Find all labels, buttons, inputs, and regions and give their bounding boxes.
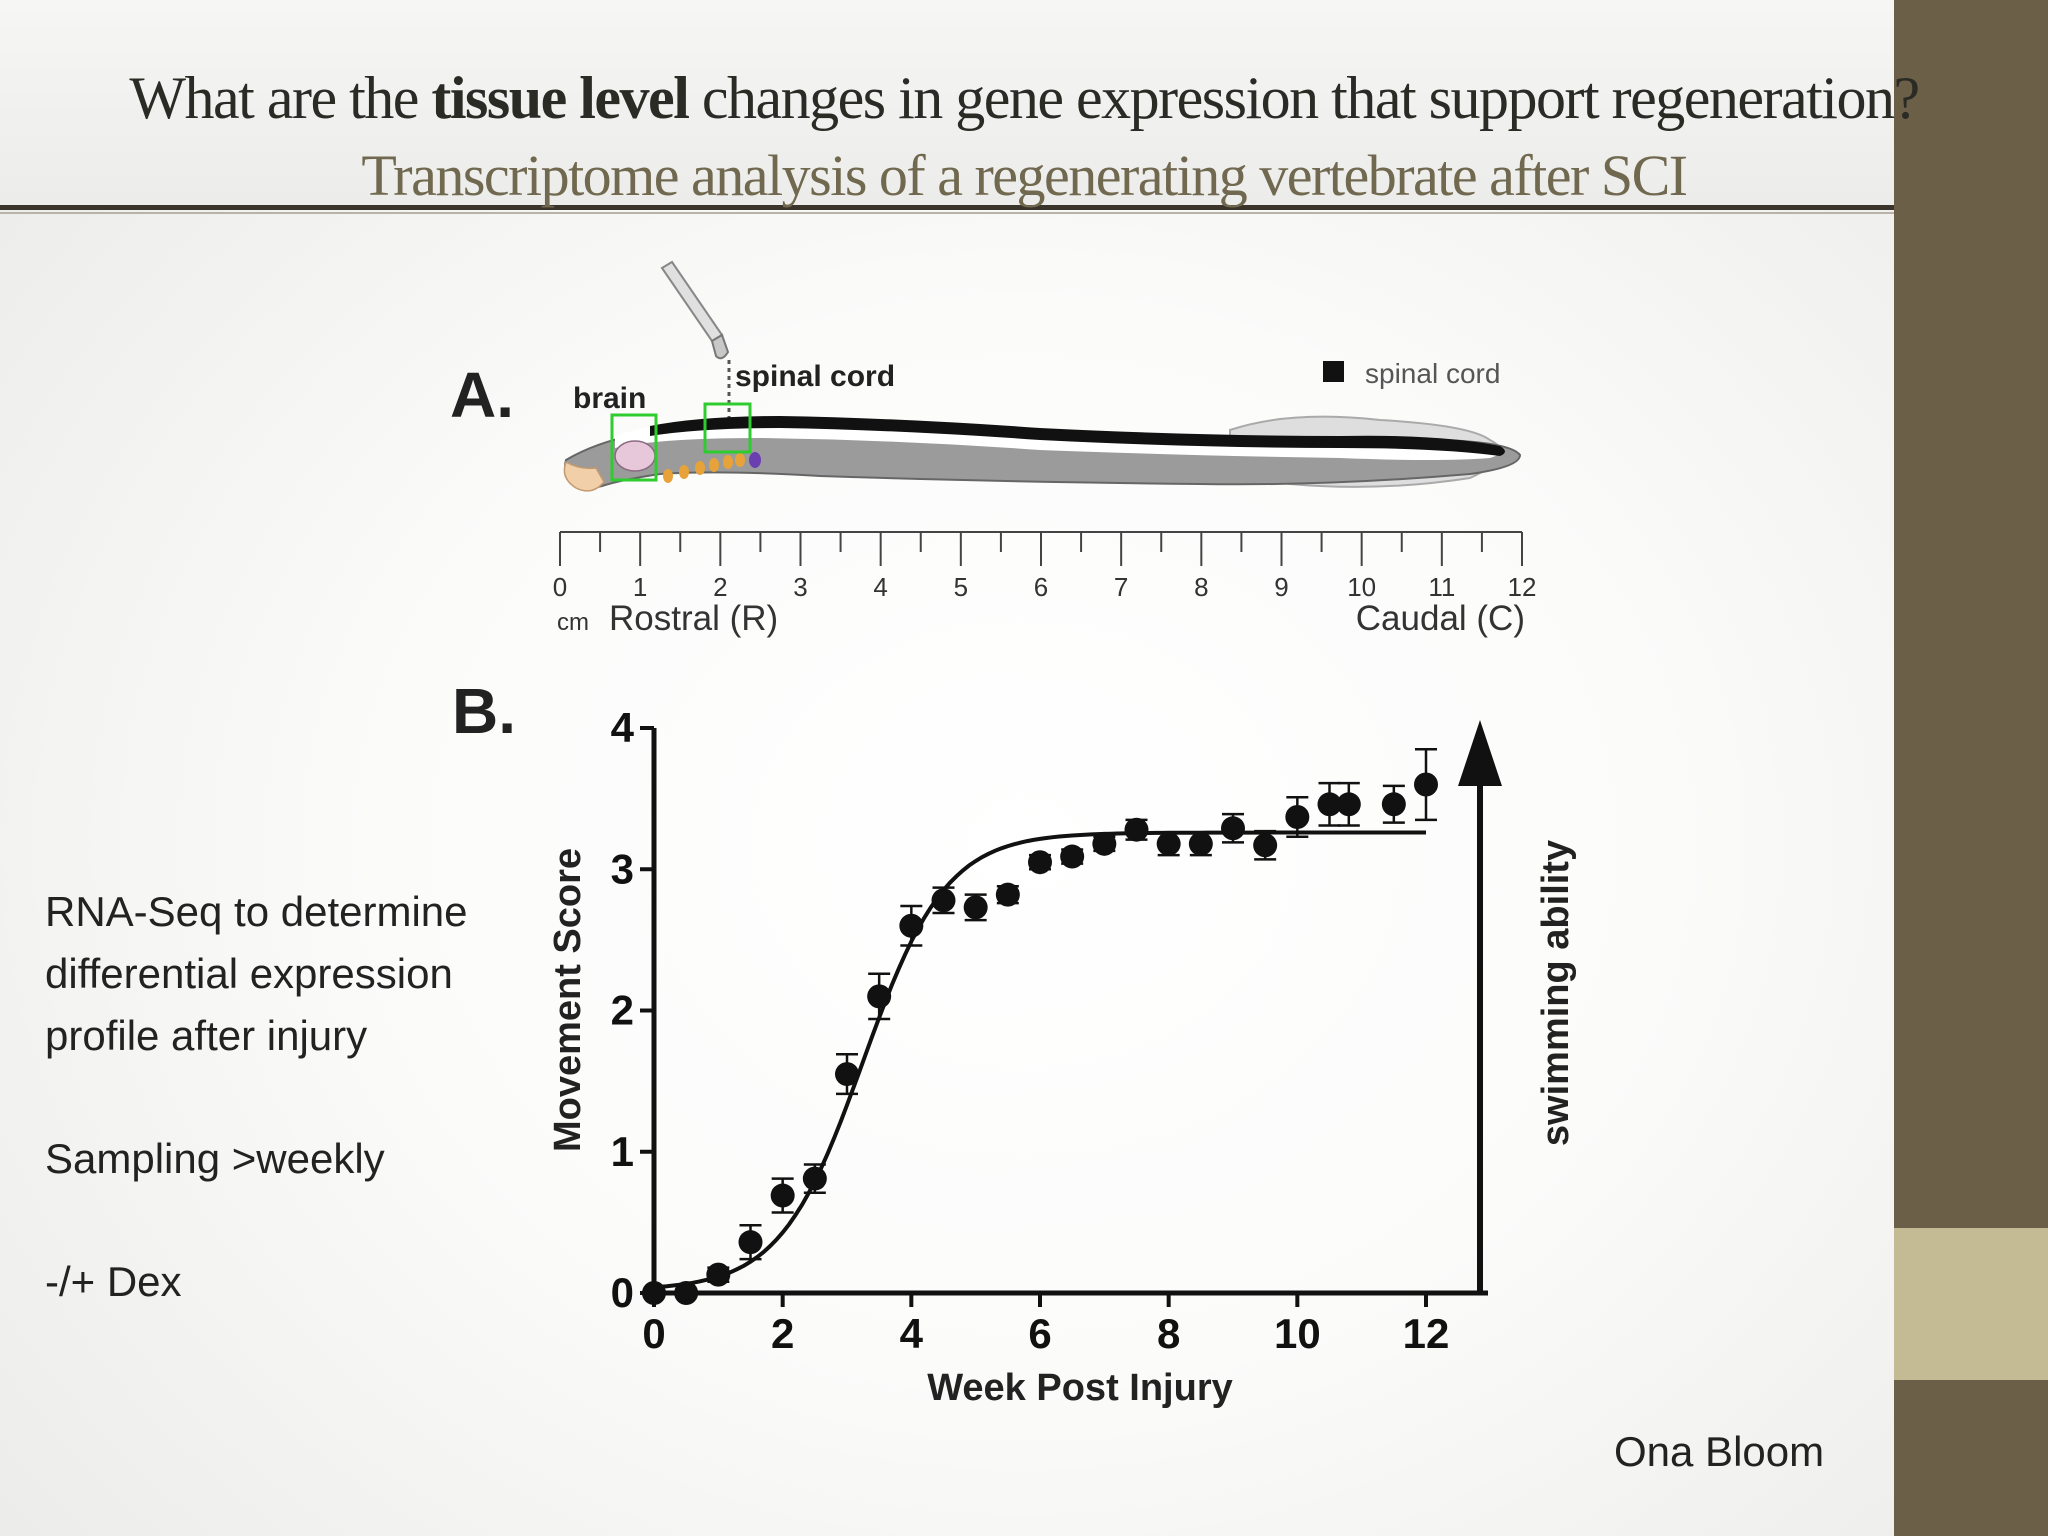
data-point bbox=[1092, 831, 1117, 856]
swimming-ability-label: swimming ability bbox=[1535, 840, 1577, 1146]
y-tick-label: 4 bbox=[611, 704, 635, 751]
lamprey-body-icon bbox=[563, 415, 1522, 492]
ruler-tick-label: 12 bbox=[1508, 572, 1537, 602]
bullet-line-2: differential expression bbox=[45, 950, 453, 997]
data-point bbox=[1188, 831, 1213, 856]
ruler-tick-label: 9 bbox=[1274, 572, 1288, 602]
data-point bbox=[1028, 850, 1052, 875]
data-point bbox=[995, 882, 1020, 907]
ruler-tick-label: 10 bbox=[1347, 572, 1376, 602]
x-tick-label: 12 bbox=[1403, 1310, 1450, 1357]
ruler-tick-label: 11 bbox=[1428, 572, 1455, 602]
spinal-cord-highlight-box bbox=[703, 402, 752, 454]
author-name: Ona Bloom bbox=[1614, 1428, 1825, 1475]
data-point bbox=[1253, 833, 1278, 858]
title-post: changes in gene expression that support … bbox=[688, 65, 1920, 131]
ruler: 0 1 2 3 4 5 6 7 8 9 10 11 12 bbox=[553, 531, 1537, 602]
fit-curve bbox=[653, 830, 1426, 1290]
brain-highlight-box bbox=[610, 413, 658, 482]
slide-subtitle: Transcriptome analysis of a regenerating… bbox=[361, 143, 1688, 208]
y-axis-label: Movement Score bbox=[547, 848, 589, 1152]
scalpel-icon bbox=[660, 260, 730, 360]
data-point bbox=[802, 1166, 827, 1191]
bullet-line-5: -/+ Dex bbox=[45, 1258, 182, 1305]
side-decoration-accent bbox=[1894, 1228, 2048, 1380]
header-divider-shadow bbox=[0, 212, 2048, 214]
bullet-line-1: RNA-Seq to determine bbox=[45, 888, 468, 935]
x-axis-label: Week Post Injury bbox=[927, 1367, 1233, 1409]
data-point bbox=[931, 888, 956, 913]
ruler-tick-label: 3 bbox=[793, 572, 807, 602]
panel-b-label: B. bbox=[452, 675, 516, 747]
x-tick-label: 8 bbox=[1157, 1310, 1180, 1357]
data-point bbox=[642, 1281, 666, 1305]
x-tick-label: 6 bbox=[1028, 1310, 1051, 1357]
legend-label: spinal cord bbox=[1365, 358, 1500, 389]
legend-swatch bbox=[1323, 361, 1344, 382]
slide-title: What are the tissue level changes in gen… bbox=[0, 64, 2048, 133]
bullet-line-3: profile after injury bbox=[45, 1012, 368, 1059]
ruler-tick-label: 2 bbox=[713, 572, 727, 602]
data-point bbox=[1156, 831, 1181, 856]
x-tick-label: 0 bbox=[642, 1310, 665, 1357]
data-point bbox=[1221, 816, 1245, 841]
y-tick-label: 1 bbox=[611, 1128, 634, 1175]
panel-a-label: A. bbox=[450, 359, 514, 431]
data-point bbox=[674, 1281, 699, 1305]
data-point bbox=[1414, 772, 1438, 797]
data-point bbox=[899, 913, 924, 938]
ruler-unit: cm bbox=[557, 609, 589, 636]
ruler-tick-label: 0 bbox=[553, 572, 567, 602]
header-divider bbox=[0, 205, 2048, 210]
x-tick-label: 10 bbox=[1274, 1310, 1321, 1357]
caudal-label: Caudal (C) bbox=[1356, 599, 1525, 638]
ruler-tick-label: 8 bbox=[1194, 572, 1208, 602]
data-point bbox=[738, 1230, 763, 1255]
title-bold: tissue level bbox=[431, 65, 689, 131]
bullet-line-4: Sampling >weekly bbox=[45, 1135, 385, 1182]
data-point bbox=[1285, 804, 1310, 829]
x-tick-label: 2 bbox=[771, 1310, 794, 1357]
data-point bbox=[1381, 792, 1406, 817]
header-band bbox=[0, 0, 1894, 205]
title-pre: What are the bbox=[129, 65, 432, 131]
x-tick-label: 4 bbox=[900, 1310, 924, 1357]
ruler-tick-label: 7 bbox=[1114, 572, 1128, 602]
data-point bbox=[963, 895, 988, 920]
rostral-label: Rostral (R) bbox=[609, 599, 778, 638]
brain-label: brain bbox=[573, 382, 646, 415]
data-point bbox=[1124, 817, 1149, 842]
data-point bbox=[1317, 792, 1342, 817]
data-point bbox=[1336, 792, 1361, 817]
y-tick-label: 3 bbox=[611, 845, 634, 892]
ruler-tick-label: 6 bbox=[1034, 572, 1048, 602]
data-point bbox=[1060, 844, 1085, 869]
data-point bbox=[867, 984, 892, 1009]
ruler-tick-label: 1 bbox=[633, 572, 647, 602]
y-tick-label: 2 bbox=[611, 987, 634, 1034]
ruler-tick-label: 4 bbox=[873, 572, 887, 602]
ruler-tick-label: 5 bbox=[954, 572, 968, 602]
up-arrow-icon bbox=[1458, 720, 1502, 786]
panel-a: A. brain spinal cord bbox=[450, 260, 1537, 638]
data-point bbox=[835, 1062, 859, 1087]
spinal-cord-label: spinal cord bbox=[735, 360, 895, 393]
y-tick-label: 0 bbox=[611, 1269, 634, 1316]
data-point bbox=[770, 1183, 795, 1208]
data-point bbox=[706, 1262, 731, 1287]
